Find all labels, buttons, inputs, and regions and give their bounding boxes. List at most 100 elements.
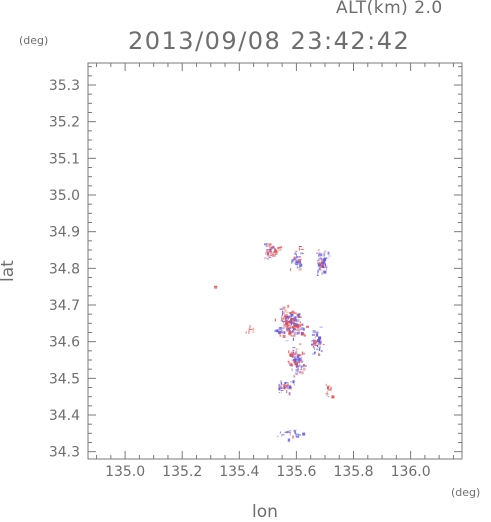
- echo-pixel-negative: [295, 257, 298, 259]
- echo-pixel-positive: [291, 352, 295, 354]
- echo-pixel-negative: [298, 435, 299, 438]
- echo-pixel-negative: [292, 337, 294, 341]
- echo-pixel-negative: [284, 323, 286, 326]
- echo-pixel-negative: [296, 257, 298, 258]
- x-tick-label: 135.2: [162, 464, 202, 480]
- echo-pixel-positive: [291, 310, 295, 314]
- echo-pixel-positive: [289, 334, 293, 336]
- echo-pixel-negative: [297, 356, 300, 360]
- echo-pixel-negative: [265, 251, 267, 255]
- echo-pixel-negative: [293, 316, 297, 320]
- echo-pixel-negative: [292, 380, 295, 384]
- echo-pixel-negative: [318, 267, 321, 271]
- echo-pixel-negative: [298, 371, 301, 374]
- echo-pixel-positive: [291, 319, 294, 321]
- echo-pixel-negative: [294, 356, 296, 360]
- echo-pixel-positive: [269, 256, 272, 258]
- echo-pixel-negative: [313, 342, 315, 344]
- echo-pixel-negative: [273, 246, 275, 247]
- echo-pixel-positive: [284, 314, 288, 318]
- echo-pixel-negative: [325, 263, 326, 267]
- echo-pixel-negative: [315, 341, 317, 345]
- echo-pixel-positive: [272, 253, 275, 257]
- echo-pixel-negative: [326, 267, 328, 271]
- echo-pixel-positive: [289, 312, 292, 314]
- echo-pixel-positive: [299, 369, 302, 370]
- echo-pixel-negative: [269, 250, 272, 253]
- echo-pixel-negative: [292, 329, 294, 332]
- echo-pixel-positive: [283, 321, 284, 325]
- echo-pixel-negative: [319, 253, 323, 257]
- echo-pixel-positive: [284, 315, 286, 317]
- echo-pixel-positive: [299, 343, 302, 345]
- echo-pixel-negative: [293, 257, 296, 260]
- echo-pixel-negative: [289, 430, 292, 432]
- echo-pixel-positive: [290, 335, 294, 337]
- echo-pixel-positive: [293, 333, 296, 337]
- echo-pixel-negative: [322, 258, 325, 262]
- echo-pixel-positive: [299, 259, 302, 260]
- echo-pixel-negative: [294, 360, 297, 363]
- echo-pixel-positive: [293, 256, 296, 260]
- echo-pixel-positive: [323, 267, 326, 269]
- echo-pixel-positive: [288, 360, 290, 364]
- echo-pixel-positive: [295, 258, 297, 261]
- echo-pixel-negative: [322, 260, 325, 264]
- echo-pixel-negative: [311, 353, 315, 355]
- echo-pixel-negative: [327, 251, 330, 255]
- echo-pixel-positive: [298, 359, 300, 363]
- echo-pixel-negative: [321, 271, 323, 274]
- echo-pixel-positive: [320, 261, 323, 265]
- echo-pixel-positive: [318, 352, 320, 356]
- echo-pixel-negative: [295, 316, 297, 320]
- echo-pixel-negative: [295, 371, 297, 375]
- y-tick-label: 35.0: [49, 188, 80, 204]
- echo-pixel-positive: [281, 320, 284, 322]
- echo-pixel-negative: [317, 345, 318, 347]
- echo-pixel-positive: [291, 326, 295, 329]
- echo-pixel-positive: [296, 373, 298, 376]
- echo-pixel-positive: [286, 327, 289, 329]
- echo-pixel-positive: [282, 335, 286, 338]
- echo-pixel-positive: [299, 370, 302, 374]
- echo-pixel-positive: [301, 354, 303, 356]
- echo-pixel-positive: [322, 264, 325, 266]
- echo-pixel-negative: [291, 259, 294, 263]
- echo-pixel-positive: [293, 325, 297, 328]
- echo-pixel-negative: [318, 340, 322, 344]
- echo-pixel-positive: [293, 324, 296, 326]
- echo-pixel-negative: [316, 275, 319, 276]
- echo-pixel-positive: [249, 325, 251, 329]
- echo-pixel-negative: [281, 327, 284, 330]
- echo-pixel-negative: [300, 260, 302, 264]
- echo-pixel-negative: [295, 253, 297, 256]
- echo-pixel-negative: [296, 355, 299, 358]
- echo-pixel-positive: [313, 343, 317, 347]
- y-tick-label: 34.8: [49, 261, 80, 277]
- echo-pixel-positive: [299, 328, 301, 331]
- echo-pixel-positive: [303, 334, 306, 337]
- echo-pixel-positive: [272, 251, 274, 255]
- echo-pixel-positive: [299, 324, 301, 328]
- echo-pixel-positive: [269, 246, 272, 249]
- echo-pixel-positive: [292, 435, 295, 439]
- echo-pixel-negative: [324, 257, 328, 260]
- echo-pixel-positive: [295, 362, 298, 365]
- echo-pixel-negative: [277, 435, 279, 437]
- echo-pixel-positive: [298, 246, 302, 247]
- echo-pixel-positive: [302, 367, 306, 371]
- echo-pixel-negative: [266, 249, 270, 251]
- echo-pixel-negative: [284, 382, 287, 385]
- echo-pixel-positive: [300, 323, 304, 326]
- echo-pixel-positive: [292, 315, 294, 317]
- echo-pixel-positive: [297, 364, 301, 366]
- echo-pixel-negative: [296, 361, 300, 363]
- echo-pixel-negative: [297, 354, 301, 356]
- echo-pixel-positive: [325, 383, 327, 386]
- echo-pixel-positive: [268, 243, 272, 246]
- echo-pixel-positive: [270, 254, 273, 256]
- echo-pixel-negative: [312, 330, 316, 333]
- echo-pixel-positive: [283, 324, 287, 328]
- echo-pixel-positive: [297, 324, 300, 328]
- echo-pixel-negative: [279, 308, 283, 310]
